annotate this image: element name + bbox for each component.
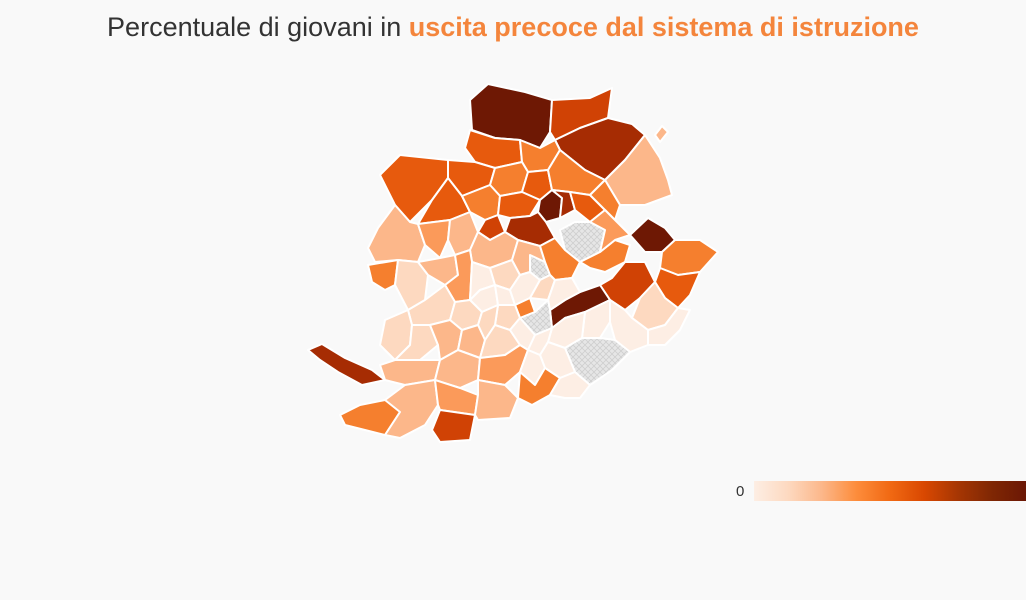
- area[interactable]: [549, 371, 591, 399]
- title-highlight: uscita precoce dal sistema di istruzione: [408, 12, 919, 42]
- area[interactable]: [417, 219, 451, 259]
- area[interactable]: [579, 239, 631, 273]
- area[interactable]: [659, 239, 719, 276]
- area[interactable]: [551, 189, 576, 219]
- area[interactable]: [367, 259, 399, 291]
- area[interactable]: [307, 343, 386, 386]
- area[interactable]: [431, 409, 476, 443]
- area[interactable]: [474, 379, 519, 421]
- title-prefix: Percentuale di giovani in: [107, 12, 402, 42]
- area[interactable]: [604, 134, 673, 206]
- map-title: Percentuale di giovani in uscita precoce…: [0, 12, 1026, 43]
- legend-min-label: 0: [736, 483, 745, 500]
- area[interactable]: [654, 125, 669, 143]
- legend-gradient-bar: [754, 481, 1026, 501]
- area[interactable]: [529, 274, 556, 301]
- area[interactable]: [609, 299, 649, 353]
- area[interactable]: [589, 209, 631, 253]
- area[interactable]: [384, 379, 439, 439]
